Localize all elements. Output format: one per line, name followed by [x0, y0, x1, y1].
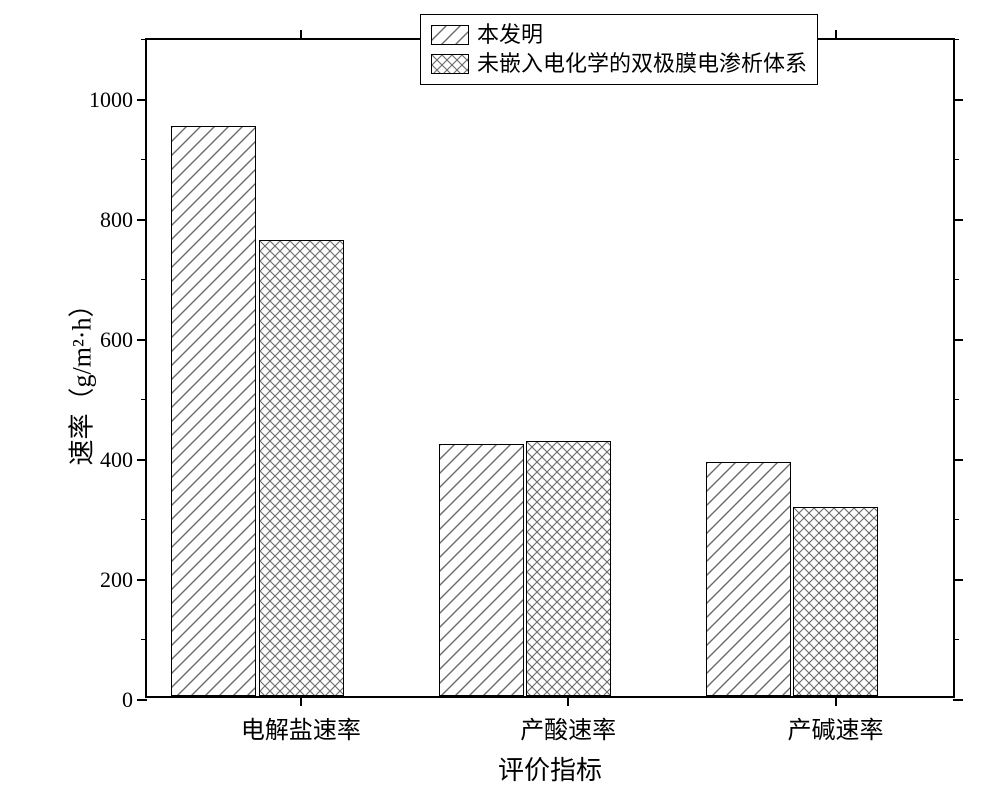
y-tick: [141, 519, 147, 520]
y-tick: [953, 639, 959, 640]
x-tick: [835, 30, 837, 40]
y-tick: [953, 579, 963, 581]
y-tick: [953, 399, 959, 400]
y-tick-label: 600: [100, 327, 133, 353]
y-tick: [953, 699, 963, 701]
y-tick: [141, 39, 147, 40]
y-tick: [137, 699, 147, 701]
y-tick: [953, 279, 959, 280]
bar: [793, 507, 878, 696]
bar: [171, 126, 256, 696]
x-axis-title: 评价指标: [498, 750, 602, 787]
legend-swatch: [431, 25, 469, 45]
y-tick: [141, 279, 147, 280]
y-tick: [953, 459, 963, 461]
y-tick-label: 1000: [89, 87, 133, 113]
x-tick: [300, 30, 302, 40]
y-tick: [141, 639, 147, 640]
y-tick: [137, 459, 147, 461]
x-tick-label: 产碱速率: [788, 710, 884, 745]
y-tick: [137, 339, 147, 341]
x-tick: [300, 696, 302, 706]
legend-label: 未嵌入电化学的双极膜电渗析体系: [477, 50, 807, 79]
legend: 本发明未嵌入电化学的双极膜电渗析体系: [420, 14, 818, 85]
bar: [439, 444, 524, 696]
y-tick: [953, 159, 959, 160]
y-tick: [141, 399, 147, 400]
y-axis-title: 速率（g/m²·h）: [62, 269, 99, 489]
bar: [706, 462, 791, 696]
legend-label: 本发明: [477, 21, 543, 50]
y-tick: [137, 99, 147, 101]
x-tick: [567, 696, 569, 706]
y-tick: [137, 579, 147, 581]
legend-item: 本发明: [431, 21, 807, 50]
y-tick-label: 0: [122, 687, 133, 713]
x-tick-label: 产酸速率: [520, 710, 616, 745]
y-tick-label: 200: [100, 567, 133, 593]
y-tick: [137, 219, 147, 221]
x-tick: [835, 696, 837, 706]
y-tick: [953, 39, 959, 40]
y-tick-label: 400: [100, 447, 133, 473]
y-tick: [953, 519, 959, 520]
plot-area: 02004006008001000电解盐速率产酸速率产碱速率: [145, 38, 955, 698]
y-tick: [953, 339, 963, 341]
y-tick: [953, 99, 963, 101]
legend-item: 未嵌入电化学的双极膜电渗析体系: [431, 50, 807, 79]
chart-container: 速率（g/m²·h） 02004006008001000电解盐速率产酸速率产碱速…: [0, 0, 1000, 806]
x-tick-label: 电解盐速率: [241, 710, 361, 745]
y-tick: [141, 159, 147, 160]
legend-swatch: [431, 54, 469, 74]
bar: [259, 240, 344, 696]
y-tick: [953, 219, 963, 221]
y-tick-label: 800: [100, 207, 133, 233]
bar: [526, 441, 611, 696]
